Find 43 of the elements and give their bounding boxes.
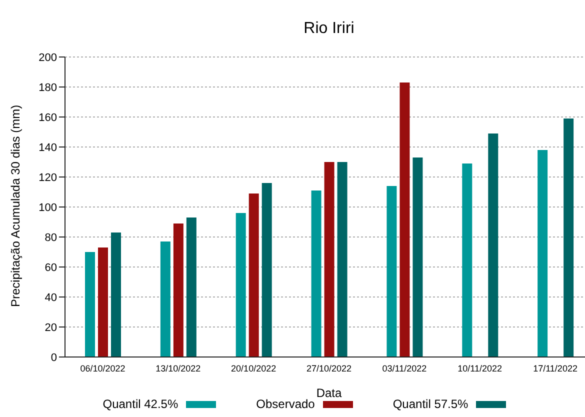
bar — [337, 162, 348, 357]
x-tick-label: 10/11/2022 — [458, 363, 502, 374]
x-tick-label: 17/11/2022 — [533, 363, 578, 374]
bar — [173, 224, 184, 357]
legend-label: Quantil 57.5% — [392, 397, 468, 411]
bar — [488, 134, 498, 357]
legend-label: Observado — [256, 397, 315, 411]
x-tick-label: 20/10/2022 — [231, 363, 276, 374]
bar — [324, 162, 334, 357]
bar — [386, 186, 397, 357]
y-tick-label: 200 — [38, 52, 57, 64]
bar — [186, 218, 196, 357]
y-tick-label: 160 — [38, 112, 57, 124]
bar — [248, 194, 259, 357]
chart-title: Rio Iriri — [302, 20, 356, 38]
y-tick-label: 120 — [38, 172, 57, 184]
bar — [262, 183, 272, 357]
legend-label: Quantil 42.5% — [102, 397, 178, 411]
bar — [85, 252, 95, 357]
bar — [412, 158, 423, 357]
bar — [160, 242, 170, 357]
x-axis-title: Data — [316, 386, 342, 400]
bar — [236, 213, 246, 357]
bar — [111, 232, 121, 357]
y-tick-label: 80 — [44, 232, 57, 244]
bar — [564, 118, 574, 357]
x-tick-label: 13/10/2022 — [156, 363, 201, 374]
bar — [98, 248, 108, 357]
y-tick-label: 20 — [44, 322, 57, 334]
x-tick-label: 06/10/2022 — [80, 363, 126, 374]
y-tick-label: 40 — [44, 292, 57, 304]
y-tick-label: 0 — [50, 352, 57, 364]
y-tick-label: 100 — [38, 202, 57, 214]
x-tick-label: 27/10/2022 — [306, 363, 352, 374]
x-tick-label: 03/11/2022 — [382, 363, 427, 374]
bar — [400, 82, 410, 357]
y-tick-label: 180 — [38, 82, 57, 94]
y-tick-label: 60 — [44, 262, 57, 274]
bar — [538, 150, 548, 357]
y-tick-label: 140 — [38, 142, 57, 154]
bar — [462, 164, 472, 357]
bar — [311, 190, 322, 357]
y-axis-title: Precipitação Acumulada 30 dias (mm) — [8, 104, 22, 307]
